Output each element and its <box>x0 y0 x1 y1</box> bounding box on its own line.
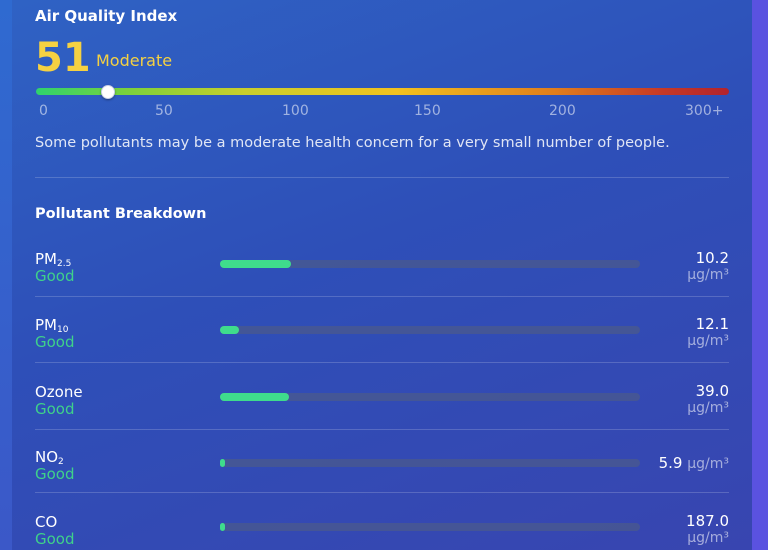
aqi-tick-0: 0 <box>39 103 48 119</box>
pollutant-level-track <box>220 459 640 467</box>
background-edge-right <box>752 0 768 550</box>
pollutant-value: 10.2 <box>695 249 729 267</box>
pollutant-name: PM10 <box>35 316 69 335</box>
row-divider <box>35 429 729 430</box>
pollutant-level-track <box>220 523 640 531</box>
aqi-scale-bar <box>36 88 729 95</box>
pollutant-level-fill <box>220 326 239 334</box>
pollutant-name: CO <box>35 513 58 531</box>
pollutant-unit: µg/m³ <box>687 400 729 416</box>
pollutant-name: NO2 <box>35 448 64 467</box>
pollutant-level-fill <box>220 260 291 268</box>
row-divider <box>35 492 729 493</box>
row-divider <box>35 296 729 297</box>
pollutant-unit: µg/m³ <box>687 456 729 472</box>
pollutant-name: Ozone <box>35 383 83 401</box>
pollutant-unit: µg/m³ <box>687 333 729 349</box>
pollutant-value-with-unit: 5.9 µg/m³ <box>659 454 729 472</box>
pollutant-value: 187.0 <box>686 512 729 530</box>
aqi-tick-150: 150 <box>414 103 441 119</box>
air-quality-panel: Air Quality Index 51 Moderate 0 50 100 1… <box>12 0 752 550</box>
pollutant-status: Good <box>35 267 75 285</box>
aqi-title: Air Quality Index <box>35 7 178 25</box>
pollutant-level-fill <box>220 459 225 467</box>
aqi-description: Some pollutants may be a moderate health… <box>35 135 670 151</box>
pollutant-unit: µg/m³ <box>687 530 729 546</box>
aqi-tick-100: 100 <box>282 103 309 119</box>
pollutant-breakdown-title: Pollutant Breakdown <box>35 206 207 222</box>
aqi-tick-300-plus: 300+ <box>685 103 724 119</box>
row-divider <box>35 362 729 363</box>
background-edge-left <box>0 0 12 550</box>
pollutant-level-track <box>220 260 640 268</box>
pollutant-level-track <box>220 326 640 334</box>
aqi-scale-marker <box>101 85 115 99</box>
pollutant-status: Good <box>35 530 75 548</box>
aqi-value: 51 <box>35 35 91 81</box>
pollutant-status: Good <box>35 400 75 418</box>
pollutant-value: 12.1 <box>695 315 729 333</box>
pollutant-status: Good <box>35 465 75 483</box>
pollutant-name: PM2.5 <box>35 250 72 269</box>
pollutant-unit: µg/m³ <box>687 267 729 283</box>
pollutant-status: Good <box>35 333 75 351</box>
pollutant-level-track <box>220 393 640 401</box>
pollutant-level-fill <box>220 523 225 531</box>
pollutant-value: 5.9 <box>658 454 683 472</box>
pollutant-level-fill <box>220 393 289 401</box>
pollutant-value: 39.0 <box>695 382 729 400</box>
section-divider <box>35 177 729 178</box>
aqi-tick-50: 50 <box>155 103 173 119</box>
aqi-tick-200: 200 <box>549 103 576 119</box>
aqi-category: Moderate <box>96 51 173 70</box>
